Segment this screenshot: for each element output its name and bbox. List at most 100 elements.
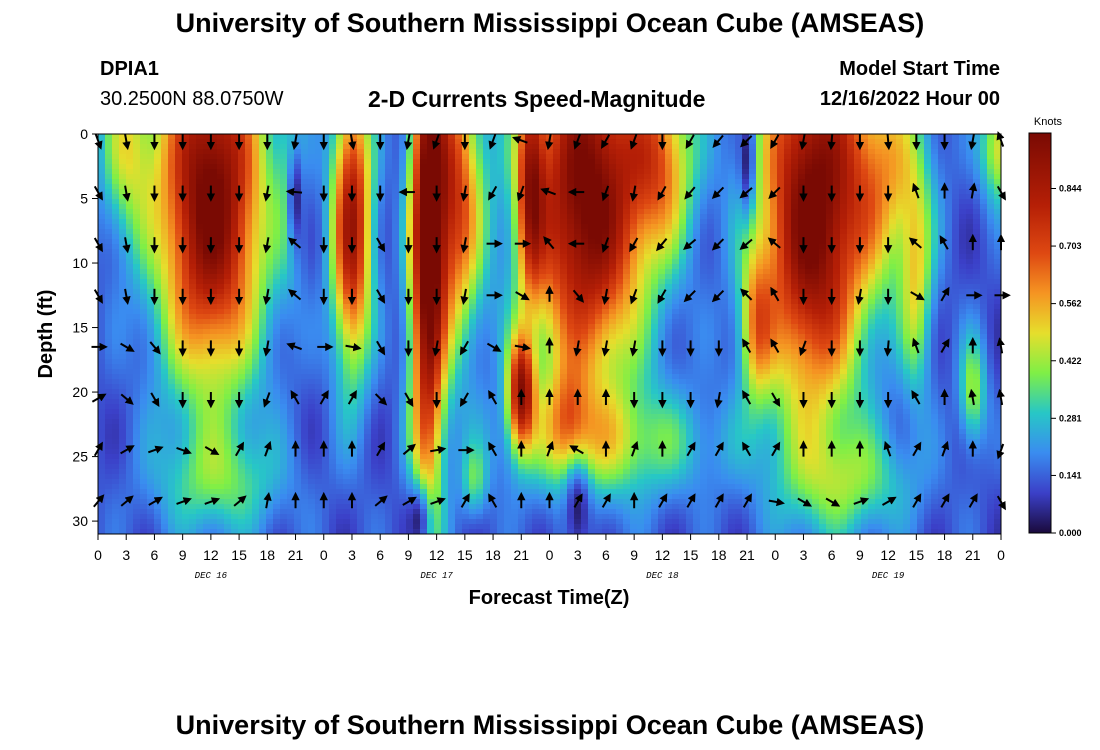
heatmap-cell [203, 279, 211, 285]
heatmap-cell [630, 249, 638, 255]
heatmap-cell [469, 264, 477, 270]
heatmap-cell [693, 234, 701, 240]
heatmap-cell [896, 299, 904, 305]
heatmap-cell [427, 169, 435, 175]
heatmap-cell [630, 259, 638, 265]
heatmap-cell [686, 249, 694, 255]
heatmap-cell [616, 324, 624, 330]
heatmap-cell [588, 289, 596, 295]
heatmap-cell [651, 239, 659, 245]
heatmap-cell [749, 224, 757, 230]
heatmap-cell [581, 319, 589, 325]
heatmap-cell [175, 209, 183, 215]
heatmap-cell [105, 259, 113, 265]
heatmap-cell [441, 219, 449, 225]
heatmap-cell [287, 149, 295, 155]
heatmap-cell [168, 149, 176, 155]
heatmap-cell [455, 219, 463, 225]
heatmap-cell [532, 274, 540, 280]
heatmap-cell [322, 189, 330, 195]
heatmap-cell [112, 144, 120, 150]
heatmap-cell [756, 239, 764, 245]
heatmap-cell [434, 179, 442, 185]
heatmap-cell [189, 294, 197, 300]
heatmap-cell [567, 169, 575, 175]
heatmap-cell [602, 184, 610, 190]
heatmap-cell [679, 259, 687, 265]
heatmap-cell [238, 204, 246, 210]
heatmap-cell [497, 164, 505, 170]
heatmap-cell [518, 234, 526, 240]
heatmap-cell [182, 184, 190, 190]
heatmap-cell [784, 229, 792, 235]
heatmap-cell [217, 279, 225, 285]
heatmap-cell [952, 229, 960, 235]
heatmap-cell [973, 289, 981, 295]
heatmap-cell [105, 264, 113, 270]
heatmap-cell [427, 219, 435, 225]
heatmap-cell [196, 304, 204, 310]
heatmap-cell [651, 209, 659, 215]
heatmap-cell [119, 229, 127, 235]
heatmap-cell [196, 279, 204, 285]
heatmap-cell [252, 324, 260, 330]
heatmap-cell [574, 164, 582, 170]
heatmap-cell [623, 304, 631, 310]
heatmap-cell [777, 319, 785, 325]
heatmap-cell [217, 304, 225, 310]
heatmap-cell [133, 299, 141, 305]
heatmap-cell [840, 294, 848, 300]
heatmap-cell [938, 244, 946, 250]
heatmap-cell [343, 199, 351, 205]
heatmap-cell [539, 214, 547, 220]
heatmap-cell [791, 209, 799, 215]
heatmap-cell [203, 154, 211, 160]
heatmap-cell [203, 239, 211, 245]
heatmap-cell [798, 219, 806, 225]
heatmap-cell [812, 199, 820, 205]
heatmap-cell [819, 309, 827, 315]
heatmap-cell [910, 219, 918, 225]
heatmap-cell [567, 309, 575, 315]
heatmap-cell [154, 289, 162, 295]
heatmap-cell [161, 139, 169, 145]
heatmap-cell [245, 264, 253, 270]
heatmap-cell [875, 139, 883, 145]
heatmap-cell [840, 229, 848, 235]
heatmap-cell [224, 304, 232, 310]
heatmap-cell [161, 269, 169, 275]
heatmap-cell [917, 219, 925, 225]
heatmap-cell [189, 279, 197, 285]
heatmap-cell [252, 144, 260, 150]
heatmap-cell [574, 249, 582, 255]
heatmap-cell [819, 244, 827, 250]
heatmap-cell [252, 179, 260, 185]
heatmap-cell [868, 279, 876, 285]
heatmap-cell [966, 169, 974, 175]
heatmap-cell [749, 209, 757, 215]
heatmap-cell [749, 199, 757, 205]
heatmap-cell [259, 264, 267, 270]
heatmap-cell [413, 164, 421, 170]
heatmap-cell [707, 259, 715, 265]
heatmap-cell [840, 289, 848, 295]
heatmap-cell [651, 254, 659, 260]
heatmap-cell [805, 134, 813, 140]
heatmap-cell [658, 279, 666, 285]
heatmap-cell [308, 274, 316, 280]
heatmap-cell [784, 159, 792, 165]
heatmap-cell [420, 279, 428, 285]
heatmap-cell [343, 314, 351, 320]
heatmap-cell [238, 239, 246, 245]
heatmap-cell [875, 314, 883, 320]
heatmap-cell [763, 164, 771, 170]
heatmap-cell [399, 229, 407, 235]
heatmap-cell [714, 164, 722, 170]
heatmap-cell [399, 274, 407, 280]
heatmap-cell [945, 279, 953, 285]
heatmap-cell [798, 179, 806, 185]
heatmap-cell [217, 254, 225, 260]
heatmap-cell [651, 139, 659, 145]
heatmap-cell [609, 309, 617, 315]
heatmap-cell [168, 259, 176, 265]
